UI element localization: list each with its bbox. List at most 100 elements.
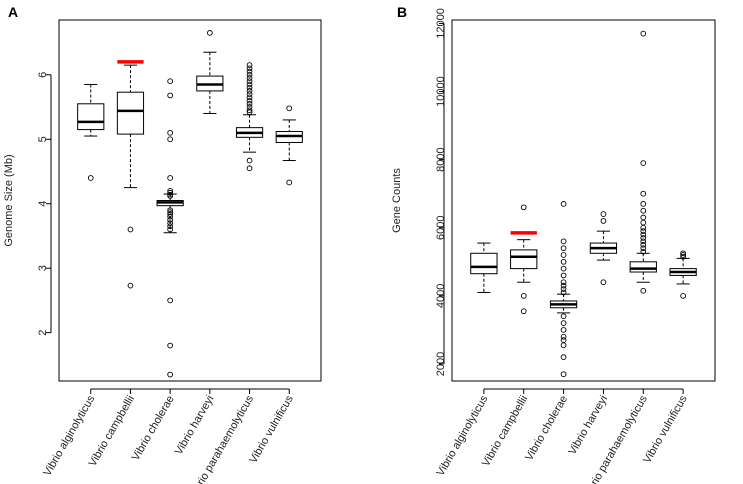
outlier-point <box>680 253 686 260</box>
panel-letter: B <box>397 4 407 20</box>
outlier-point <box>560 286 567 292</box>
outlier-point <box>286 105 293 112</box>
outlier-point <box>167 129 174 136</box>
outlier-point <box>246 100 253 107</box>
y-tick-label: 3 <box>37 265 49 271</box>
outlier-point <box>640 224 647 231</box>
outlier-point <box>246 88 253 94</box>
y-tick-label: 8000 <box>435 147 447 171</box>
outlier-point <box>640 245 647 252</box>
y-tick-label: 6 <box>37 72 49 78</box>
y-tick-label: 10000 <box>435 76 447 107</box>
y-tick-label: 12000 <box>435 8 447 39</box>
y-tick-label: 2 <box>37 330 49 336</box>
outlier-point <box>167 220 174 226</box>
box-vibrio-cholerae <box>549 201 578 378</box>
x-tick-label: Vibrio harveyi <box>173 394 217 458</box>
outlier-point <box>246 109 253 116</box>
outlier-point <box>560 265 567 272</box>
outlier-point <box>286 179 293 186</box>
x-tick-label: Vibrio harveyi <box>566 394 610 458</box>
outlier-point <box>246 81 253 88</box>
outlier-point <box>640 248 647 255</box>
box-vibrio-alginolyticus <box>470 242 498 293</box>
outlier-point <box>167 92 174 99</box>
outlier-point <box>560 313 567 320</box>
outlier-point <box>560 245 567 252</box>
outlier-point <box>560 327 567 333</box>
iqr-box <box>629 261 657 273</box>
outlier-point <box>167 175 174 181</box>
outlier-point <box>167 216 174 223</box>
outlier-point <box>560 252 567 258</box>
outlier-point <box>640 238 647 245</box>
y-axis-title: Gene Counts <box>391 168 403 233</box>
outlier-point <box>520 308 527 315</box>
outlier-point <box>600 211 607 217</box>
outlier-point <box>640 241 647 248</box>
y-tick-label: 6000 <box>435 216 447 240</box>
panel-b: B 2000 4000 6000 8000 10000 12000 Gene Counts Vi… <box>391 4 716 484</box>
outlier-point <box>167 342 174 349</box>
outlier-point <box>600 218 607 224</box>
outlier-point <box>640 235 647 241</box>
outlier-point <box>560 238 567 245</box>
x-tick-label: Vibrio vulnificus <box>247 393 296 465</box>
panel-a: A 2 3 4 5 6 Genome Size (Mb) Vibrio alginolytic… <box>3 4 322 484</box>
y-tick-label: 4 <box>37 201 49 207</box>
outlier-point <box>246 157 253 164</box>
box-vibrio-harveyi <box>589 211 618 286</box>
outlier-point <box>640 228 647 235</box>
outlier-point <box>640 231 647 238</box>
outlier-point <box>246 65 253 72</box>
outlier-point <box>246 97 253 104</box>
outlier-point <box>560 354 567 361</box>
plot-frame <box>451 19 716 382</box>
outlier-point <box>520 204 527 211</box>
outlier-point <box>560 289 567 296</box>
outlier-point <box>640 160 647 166</box>
plot-frame <box>58 19 322 382</box>
outlier-point <box>167 78 174 85</box>
iqr-box <box>470 252 498 275</box>
outlier-point <box>167 211 174 217</box>
x-tick-label: Vibrio alginolyticus <box>42 393 98 478</box>
iqr-box <box>116 91 145 135</box>
outlier-point <box>560 272 567 279</box>
iqr-box <box>510 249 538 270</box>
outlier-point <box>560 201 567 207</box>
outlier-point <box>640 207 647 214</box>
x-tick-label: Vibrio cholerae <box>130 394 177 463</box>
outlier-point <box>640 287 647 294</box>
outlier-point <box>246 94 253 101</box>
outlier-point <box>680 252 686 258</box>
outlier-point <box>640 190 647 197</box>
outlier-point <box>520 293 527 299</box>
box-vibrio-parahaemolyticus <box>235 62 264 172</box>
outlier-point <box>127 282 134 289</box>
outlier-point <box>127 226 134 233</box>
outlier-point <box>167 189 174 196</box>
outlier-point <box>600 279 607 286</box>
outlier-point <box>246 165 253 172</box>
outlier-point <box>206 30 213 36</box>
outlier-point <box>246 84 253 91</box>
outlier-point <box>167 136 174 143</box>
y-axis-title: Genome Size (Mb) <box>3 154 15 246</box>
outlier-point <box>167 226 174 233</box>
x-tick-label: Vibrio alginolyticus <box>435 393 491 478</box>
outlier-point <box>167 213 174 220</box>
x-tick-label: Vibrio cholerae <box>523 394 570 463</box>
iqr-box <box>77 103 105 131</box>
y-tick-label: 5 <box>37 136 49 142</box>
outlier-point <box>246 91 253 97</box>
box-vibrio-cholerae <box>156 78 184 378</box>
x-tick-label: Vibrio vulnificus <box>641 393 690 465</box>
box-vibrio-vulnificus <box>275 105 303 186</box>
outlier-point <box>560 258 567 265</box>
outlier-point <box>560 320 567 326</box>
outlier-point <box>246 71 253 78</box>
outlier-point <box>640 214 647 221</box>
outlier-point <box>167 371 174 378</box>
